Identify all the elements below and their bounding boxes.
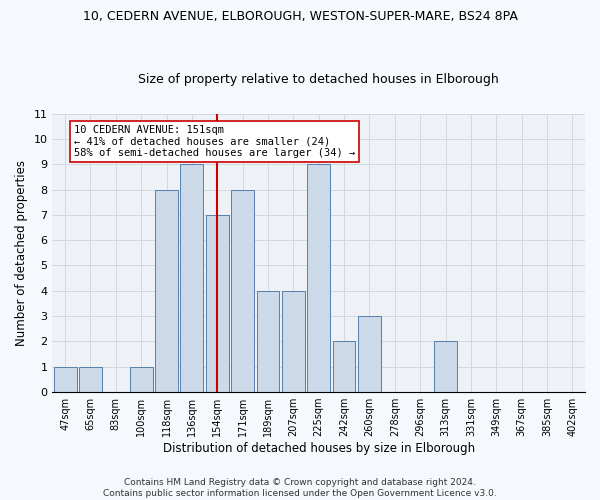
Text: 10, CEDERN AVENUE, ELBOROUGH, WESTON-SUPER-MARE, BS24 8PA: 10, CEDERN AVENUE, ELBOROUGH, WESTON-SUP…	[83, 10, 517, 23]
Y-axis label: Number of detached properties: Number of detached properties	[15, 160, 28, 346]
Bar	[155, 190, 178, 392]
Bar	[307, 164, 330, 392]
X-axis label: Distribution of detached houses by size in Elborough: Distribution of detached houses by size …	[163, 442, 475, 455]
Bar	[332, 342, 355, 392]
Bar	[282, 291, 305, 392]
Bar	[79, 367, 102, 392]
Bar	[206, 215, 229, 392]
Bar	[53, 367, 77, 392]
Bar	[231, 190, 254, 392]
Bar	[181, 164, 203, 392]
Text: 10 CEDERN AVENUE: 151sqm
← 41% of detached houses are smaller (24)
58% of semi-d: 10 CEDERN AVENUE: 151sqm ← 41% of detach…	[74, 125, 355, 158]
Title: Size of property relative to detached houses in Elborough: Size of property relative to detached ho…	[139, 73, 499, 86]
Bar	[257, 291, 280, 392]
Bar	[130, 367, 152, 392]
Bar	[358, 316, 381, 392]
Bar	[434, 342, 457, 392]
Text: Contains HM Land Registry data © Crown copyright and database right 2024.
Contai: Contains HM Land Registry data © Crown c…	[103, 478, 497, 498]
